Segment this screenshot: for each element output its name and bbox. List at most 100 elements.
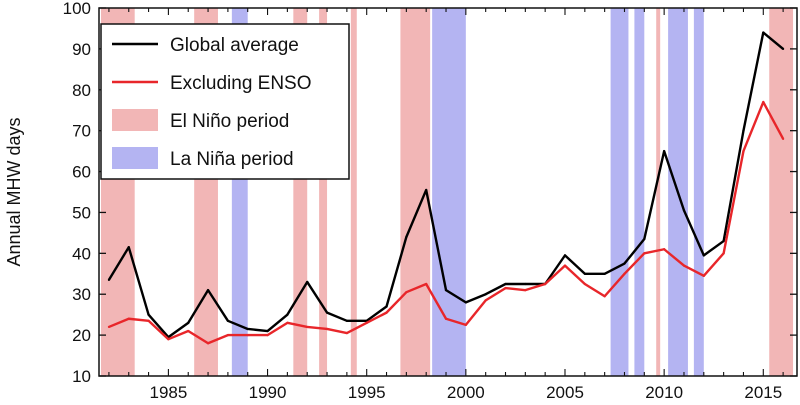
excluding-enso-point-1987	[206, 342, 210, 345]
y-tick-label-80: 80	[72, 81, 91, 100]
global-average-point-2012	[702, 254, 705, 257]
global-average-point-1986	[187, 321, 190, 324]
x-axis-ticks: 1985 1990 1995 2000 2005 2010 2015	[108, 8, 784, 402]
excluding-enso-point-1995	[365, 321, 368, 324]
global-average-point-1997	[405, 235, 408, 239]
excluding-enso-point-1990	[266, 334, 269, 337]
global-average-point-1982	[107, 278, 111, 282]
excluding-enso-point-1988	[226, 334, 229, 337]
global-average-point-1989	[246, 327, 249, 331]
el-nino-band-8	[769, 8, 794, 376]
legend: Global average Excluding ENSO El Niño peri…	[100, 23, 350, 180]
series-lines	[107, 31, 785, 345]
y-tick-label-90: 90	[72, 40, 91, 59]
y-tick-label-50: 50	[72, 203, 91, 222]
x-tick-label-2015: 2015	[744, 383, 782, 402]
excluding-enso-point-2001	[484, 299, 487, 302]
excluding-enso-point-2006	[583, 282, 586, 286]
excluding-enso-point-2000	[464, 323, 467, 326]
global-average-point-1983	[127, 246, 130, 249]
el-nino-band-7	[656, 8, 661, 376]
excluding-enso-point-1994	[345, 331, 348, 335]
global-average-point-1999	[444, 289, 448, 292]
global-average-point-2001	[484, 293, 487, 296]
global-average-point-1998	[425, 188, 428, 192]
x-tick-label-2010: 2010	[645, 383, 683, 402]
global-average-point-1988	[226, 319, 229, 322]
global-average-point-1991	[286, 313, 289, 316]
y-tick-label-30: 30	[72, 285, 91, 304]
excluding-enso-point-2009	[643, 252, 646, 255]
y-axis-label: Annual MHW days	[4, 117, 24, 266]
y-tick-label-20: 20	[72, 326, 91, 345]
excluding-enso-point-2012	[702, 274, 705, 277]
excluding-enso-point-1984	[147, 319, 150, 322]
global-average-point-2000	[464, 301, 467, 304]
excluding-enso-point-2010	[663, 248, 666, 251]
global-average-point-2002	[504, 282, 507, 286]
global-average-point-1993	[325, 311, 329, 314]
la-nina-band-3	[610, 8, 629, 376]
excluding-enso-point-1986	[187, 329, 190, 333]
global-average-point-2006	[583, 272, 586, 275]
legend-items: Global average Excluding ENSO El Niño peri…	[112, 35, 312, 170]
excluding-enso-point-2013	[722, 252, 725, 255]
legend-label-la-ni-a-period: La Niña period	[170, 149, 294, 170]
y-tick-label-10: 10	[72, 367, 91, 386]
legend-swatch-la-ni-a-period	[112, 147, 158, 169]
legend-label-excluding-enso: Excluding ENSO	[170, 73, 312, 94]
la-nina-band-2	[432, 8, 466, 376]
global-average-point-2016	[782, 47, 785, 50]
global-average-point-2015	[762, 31, 765, 34]
global-average-point-1990	[266, 329, 269, 333]
excluding-enso-point-2008	[623, 272, 626, 275]
global-average-point-2008	[623, 262, 626, 265]
el-nino-band-5	[350, 8, 357, 376]
y-tick-label-60: 60	[72, 163, 91, 182]
x-tick-label-1995: 1995	[348, 383, 386, 402]
la-nina-band-6	[693, 8, 704, 376]
excluding-enso-point-2015	[762, 100, 765, 104]
y-tick-label-100: 100	[63, 0, 91, 18]
y-tick-label-40: 40	[72, 244, 91, 263]
global-average-point-1996	[385, 305, 388, 308]
global-average-point-2005	[563, 254, 567, 257]
la-nina-band-4	[634, 8, 645, 376]
global-average-point-1994	[345, 319, 348, 322]
x-tick-label-1985: 1985	[149, 383, 187, 402]
excluding-enso-point-2002	[504, 286, 507, 290]
global-average-point-2009	[643, 237, 646, 241]
excluding-enso-points	[107, 100, 785, 345]
excluding-enso-point-1982	[107, 325, 111, 329]
excluding-enso-point-1992	[306, 325, 309, 329]
global-average-point-2003	[524, 282, 527, 286]
excluding-enso-point-2007	[603, 295, 606, 298]
excluding-enso-point-1999	[444, 317, 448, 320]
excluding-enso-point-2003	[524, 289, 527, 292]
excluding-enso-point-2016	[782, 137, 785, 140]
excluding-enso-point-2005	[563, 264, 567, 267]
global-average-point-2010	[663, 150, 666, 153]
global-average-point-2011	[682, 209, 686, 212]
excluding-enso-point-1989	[246, 334, 249, 337]
x-tick-label-2000: 2000	[447, 383, 485, 402]
global-average-point-1987	[206, 289, 210, 292]
global-average-point-2014	[742, 129, 745, 132]
excluding-enso-point-1985	[167, 338, 170, 341]
excluding-enso-point-1997	[405, 291, 408, 294]
global-average-point-1992	[306, 280, 309, 284]
excluding-enso-point-2011	[682, 264, 686, 267]
excluding-enso-point-1991	[286, 321, 289, 324]
excluding-enso-point-2014	[742, 150, 745, 153]
legend-label-el-ni-o-period: El Niño period	[170, 111, 289, 132]
excluding-enso-point-1998	[425, 282, 428, 286]
legend-label-global-average: Global average	[170, 35, 299, 56]
legend-swatch-el-ni-o-period	[112, 109, 158, 131]
global-average-point-1984	[147, 313, 150, 316]
y-tick-label-70: 70	[72, 122, 91, 141]
x-tick-label-2005: 2005	[546, 383, 584, 402]
excluding-enso-point-2004	[544, 282, 547, 286]
global-average-point-2013	[722, 239, 725, 243]
excluding-enso-point-1996	[385, 311, 388, 314]
